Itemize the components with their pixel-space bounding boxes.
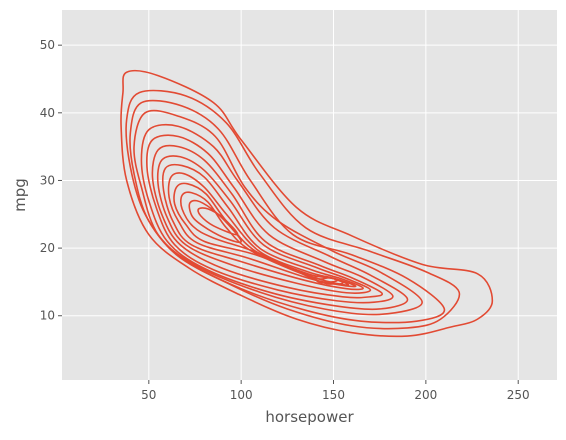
contour-level-4 — [133, 109, 423, 316]
contour-level-14 — [188, 199, 242, 244]
contour-level-13 — [314, 275, 339, 284]
x-tick-label: 200 — [414, 388, 437, 402]
contour-level-10 — [167, 172, 357, 288]
y-tick-label: 30 — [40, 173, 55, 187]
contour-level-6 — [146, 134, 394, 304]
x-tick-label: 150 — [322, 388, 345, 402]
x-tick-label: 250 — [507, 388, 530, 402]
x-tick-label: 100 — [230, 388, 253, 402]
y-tick-label: 10 — [40, 309, 55, 323]
y-tick-label: 50 — [40, 38, 55, 52]
contour-level-15 — [197, 207, 239, 236]
x-axis-label: horsepower — [265, 408, 354, 426]
contour-level-5 — [140, 123, 409, 311]
x-tick-label: 50 — [141, 388, 156, 402]
y-tick-label: 40 — [40, 106, 55, 120]
x-tick-labels: 50 100 150 200 250 — [141, 380, 530, 402]
contour-level-9 — [162, 163, 364, 291]
contour-lines — [120, 69, 494, 338]
y-axis-label: mpg — [11, 178, 29, 212]
y-tick-labels: 10 20 30 40 50 — [40, 38, 62, 323]
contour-level-1 — [120, 69, 494, 338]
y-tick-label: 20 — [40, 241, 55, 255]
contour-level-12 — [179, 191, 344, 285]
contour-level-3 — [129, 99, 446, 324]
plot-background — [62, 10, 557, 380]
contour-level-2 — [125, 89, 461, 330]
contour-level-7 — [151, 144, 384, 299]
contour-level-8 — [156, 155, 372, 294]
